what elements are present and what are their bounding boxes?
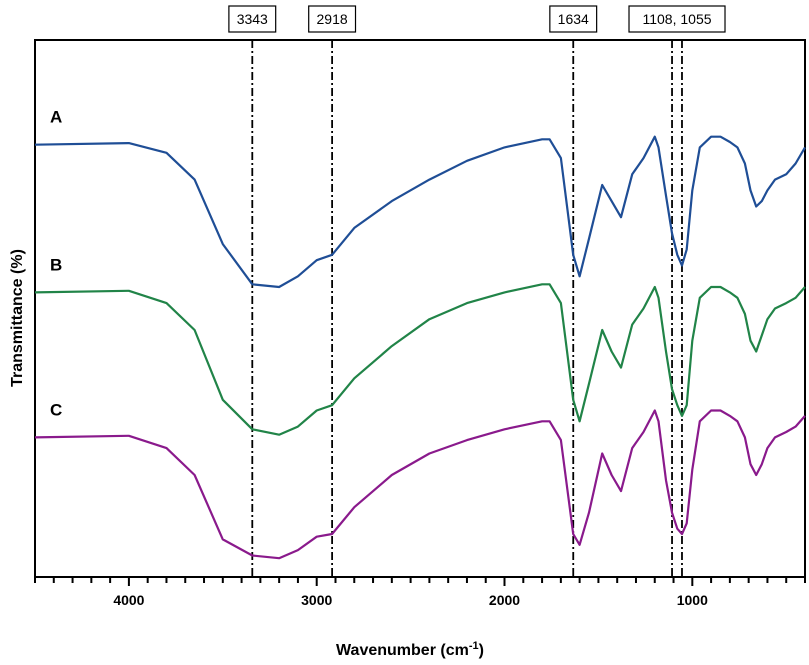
peak-label: 1634 <box>558 11 589 27</box>
y-axis-title: Transmittance (%) <box>9 249 26 387</box>
series-label-a: A <box>50 108 62 127</box>
x-tick-label: 3000 <box>301 592 332 608</box>
series-layer <box>34 135 806 560</box>
peak-label: 1108, 1055 <box>642 11 711 27</box>
peak-label: 3343 <box>237 11 268 27</box>
x-tick-label: 2000 <box>489 592 520 608</box>
series-line-c <box>34 409 806 560</box>
series-label-c: C <box>50 400 62 419</box>
plot-frame <box>34 39 806 578</box>
peak-label-box <box>628 5 726 33</box>
peak-label-box <box>228 5 277 33</box>
x-tick-label: 1000 <box>677 592 708 608</box>
series-labels: A B C <box>50 108 62 420</box>
peak-label: 2918 <box>317 11 348 27</box>
peak-label-box <box>549 5 598 33</box>
peak-labels: 3343 2918 1634 1108, 1055 <box>228 5 726 33</box>
x-axis-title: Wavenumber (cm-1) <box>336 640 484 659</box>
x-tick-label: 4000 <box>113 592 144 608</box>
reference-lines <box>251 40 683 577</box>
series-line-b <box>34 283 806 436</box>
series-line-a <box>34 135 806 289</box>
x-axis: 4000 3000 2000 1000 <box>34 577 806 608</box>
peak-label-box <box>308 5 357 33</box>
series-label-b: B <box>50 255 62 274</box>
